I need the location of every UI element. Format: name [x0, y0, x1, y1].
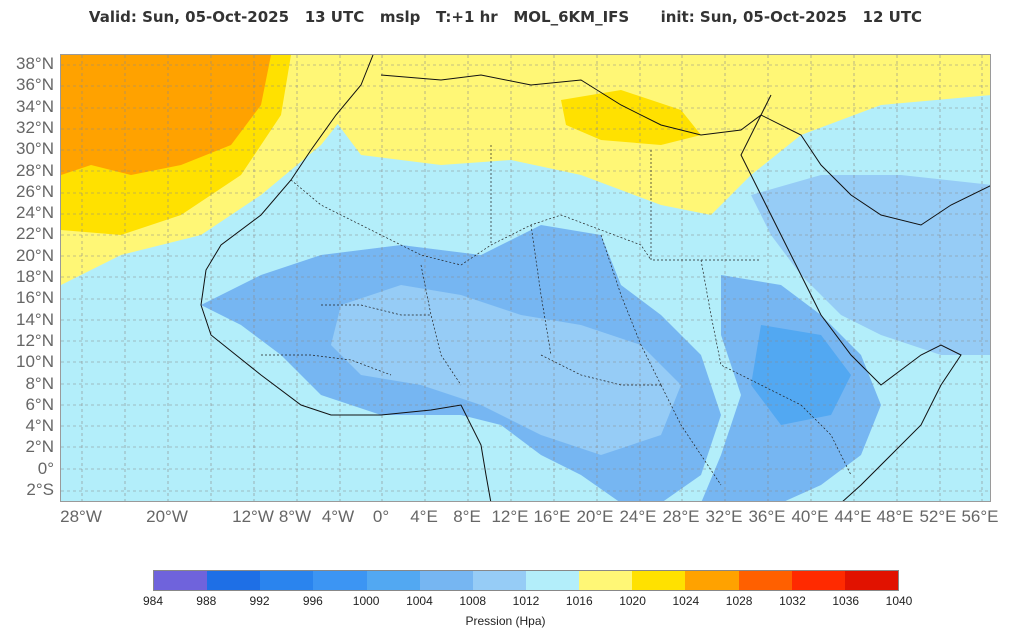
- coastlines: [200, 55, 990, 501]
- blue-area-central-africa: [331, 285, 681, 455]
- lon-label: 56°E: [961, 507, 999, 526]
- colorbar: [153, 570, 899, 591]
- lon-label: 8°W: [278, 507, 312, 526]
- lon-label: 20°E: [576, 507, 614, 526]
- lat-label: 36°N: [16, 75, 54, 95]
- colorbar-tick: 996: [302, 594, 323, 608]
- colorbar-tick: 1000: [352, 594, 380, 608]
- blue-area-horn: [751, 325, 851, 425]
- lat-label: 22°N: [16, 224, 54, 244]
- colorbar-tick: 988: [196, 594, 217, 608]
- colorbar-swatch: [472, 571, 526, 590]
- lon-label: 40°E: [791, 507, 829, 526]
- colorbar-tick: 1028: [725, 594, 753, 608]
- lon-label: 24°E: [619, 507, 657, 526]
- lat-label: 26°N: [16, 181, 54, 201]
- colorbar-tick: 1040: [885, 594, 913, 608]
- lat-label: 30°N: [16, 139, 54, 159]
- colorbar-tick: 1004: [406, 594, 433, 608]
- lon-label: 52°E: [919, 507, 957, 526]
- lon-label: 8°E: [453, 507, 481, 526]
- lat-label: 10°N: [16, 352, 54, 372]
- lat-label: 32°N: [16, 117, 54, 137]
- map-canvas: [61, 55, 990, 501]
- colorbar-tick: 992: [249, 594, 270, 608]
- lon-label: 36°E: [748, 507, 786, 526]
- colorbar-swatch: [525, 571, 580, 590]
- colorbar-tick: 984: [142, 594, 164, 608]
- lat-label: 18°N: [16, 267, 54, 286]
- pressure-map: [60, 54, 991, 502]
- colorbar-swatch: [738, 571, 792, 590]
- lon-label: 28°E: [662, 507, 700, 526]
- colorbar-tick: 1020: [619, 594, 646, 608]
- lat-label: 12°N: [16, 330, 54, 350]
- lon-label: 20°W: [146, 507, 188, 526]
- lat-label: 2°S: [26, 480, 54, 499]
- lat-label: 34°N: [16, 96, 54, 116]
- lon-label: 0°: [372, 507, 390, 526]
- lon-label: 12°E: [491, 507, 529, 526]
- colorbar-tick: 1016: [565, 594, 593, 608]
- lon-label: 12°W: [232, 507, 274, 526]
- lat-label: 0°: [37, 458, 54, 478]
- lat-label: 8°N: [25, 373, 54, 393]
- colorbar-tick: 1008: [459, 594, 487, 608]
- lat-label: 4°N: [25, 416, 54, 436]
- lat-label: 14°N: [16, 309, 54, 329]
- lon-label: 4°E: [410, 507, 438, 526]
- lon-label: 28°W: [60, 507, 102, 526]
- colorbar-tick: 1024: [672, 594, 700, 608]
- lon-label: 32°E: [705, 507, 743, 526]
- lon-label: 16°E: [533, 507, 571, 526]
- colorbar-swatch: [791, 571, 845, 590]
- colorbar-swatch: [207, 571, 261, 590]
- lon-label: 44°E: [834, 507, 872, 526]
- lon-label: 48°E: [876, 507, 914, 526]
- colorbar-swatch: [579, 571, 633, 590]
- colorbar-swatch: [685, 571, 739, 590]
- map-title: Valid: Sun, 05-Oct-2025 13 UTC mslp T:+1…: [88, 8, 923, 26]
- lat-label: 24°N: [16, 203, 54, 223]
- colorbar-swatch: [313, 571, 367, 590]
- lat-label: 16°N: [16, 288, 54, 308]
- colorbar-tick: 1036: [832, 594, 860, 608]
- gold-area-libya: [561, 90, 701, 145]
- colorbar-swatch: [419, 571, 473, 590]
- lat-label: 2°N: [25, 437, 54, 457]
- colorbar-tick: 1012: [512, 594, 540, 608]
- country-borders: [261, 145, 852, 486]
- lat-label: 28°N: [16, 160, 54, 180]
- colorbar-swatch: [844, 571, 898, 590]
- colorbar-swatch: [260, 571, 314, 590]
- orange-area-atlantic: [61, 55, 271, 175]
- lat-label: 20°N: [16, 245, 54, 265]
- lat-label: 6°N: [25, 394, 54, 414]
- colorbar-swatch: [632, 571, 686, 590]
- colorbar-label: Pression (Hpa): [465, 614, 546, 628]
- colorbar-tick: 1032: [779, 594, 806, 608]
- lat-label: 38°N: [16, 54, 54, 73]
- graticule: [61, 55, 990, 501]
- lon-label: 4°W: [321, 507, 355, 526]
- colorbar-swatch: [366, 571, 420, 590]
- colorbar-swatch: [154, 571, 208, 590]
